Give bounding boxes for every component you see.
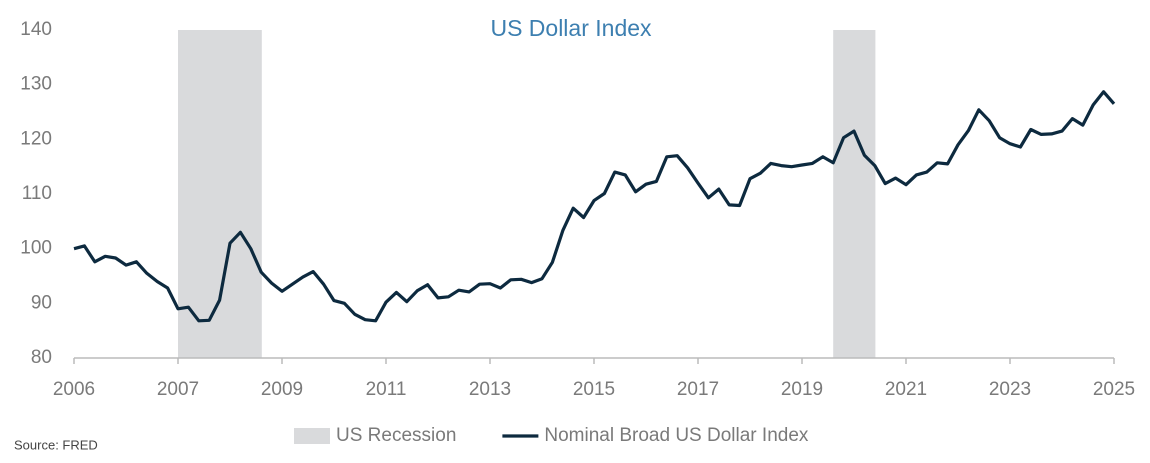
legend-label: Nominal Broad US Dollar Index bbox=[544, 425, 809, 446]
x-tick-label: 2011 bbox=[366, 379, 407, 400]
recession-bar bbox=[240, 30, 252, 358]
recession-bar bbox=[219, 30, 231, 358]
x-tick-label: 2021 bbox=[885, 379, 927, 400]
x-tick-label: 2015 bbox=[573, 379, 615, 400]
x-tick-label: 2006 bbox=[53, 379, 95, 400]
recession-bar bbox=[864, 30, 876, 358]
x-tick-label: 2023 bbox=[989, 379, 1031, 400]
recession-bar bbox=[198, 30, 210, 358]
source-note: Source: FRED bbox=[14, 437, 98, 452]
y-tick-label: 110 bbox=[22, 183, 52, 204]
y-tick-label: 130 bbox=[20, 74, 52, 95]
y-tick-label: 120 bbox=[20, 128, 52, 149]
recession-bar bbox=[250, 30, 262, 358]
legend-label: US Recession bbox=[336, 425, 456, 446]
recession-bar bbox=[833, 30, 845, 358]
y-tick-label: 140 bbox=[20, 19, 52, 40]
recession-bar bbox=[854, 30, 865, 358]
x-tick-label: 2025 bbox=[1093, 379, 1135, 400]
x-tick-label: 2017 bbox=[677, 379, 719, 400]
recession-bar bbox=[843, 30, 855, 358]
x-tick-label: 2009 bbox=[261, 379, 303, 400]
recession-bar bbox=[209, 30, 221, 358]
legend-swatch bbox=[294, 428, 330, 444]
x-tick-label: 2013 bbox=[469, 379, 511, 400]
index-line bbox=[73, 90, 1116, 323]
recession-bar bbox=[188, 30, 200, 358]
y-tick-label: 80 bbox=[31, 347, 52, 368]
chart-title: US Dollar Index bbox=[490, 15, 652, 41]
y-tick-label: 100 bbox=[20, 238, 52, 259]
x-tick-label: 2019 bbox=[781, 379, 823, 400]
recession-bar bbox=[230, 30, 241, 358]
x-tick-label: 2007 bbox=[157, 379, 199, 400]
y-tick-label: 90 bbox=[31, 292, 52, 313]
recession-bar bbox=[178, 30, 189, 358]
